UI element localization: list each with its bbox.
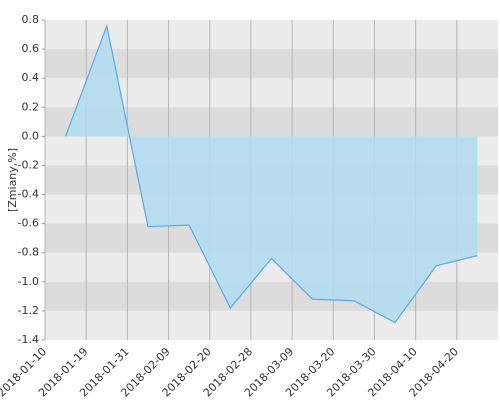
y-axis-label: [Zmiany,%] — [6, 148, 19, 212]
y-tick-label: -1.2 — [18, 304, 39, 317]
y-tick-label: 0.8 — [22, 13, 40, 26]
line — [65, 23, 478, 324]
area — [65, 25, 478, 323]
y-tick-label: -0.2 — [18, 158, 39, 171]
y-tick-label: -0.6 — [18, 217, 39, 230]
y-tick-label: -1.0 — [18, 275, 39, 288]
y-tick-label: -1.4 — [18, 333, 39, 346]
grid-band — [45, 281, 498, 311]
y-tick-label: 0.2 — [22, 100, 40, 113]
y-tick-label: -0.4 — [18, 188, 39, 201]
grid-band — [45, 49, 498, 79]
y-tick-label: 0.4 — [22, 71, 40, 84]
y-tick-label: 0.0 — [22, 129, 40, 142]
y-tick-label: 0.6 — [22, 42, 40, 55]
y-tick-label: -0.8 — [18, 246, 39, 259]
